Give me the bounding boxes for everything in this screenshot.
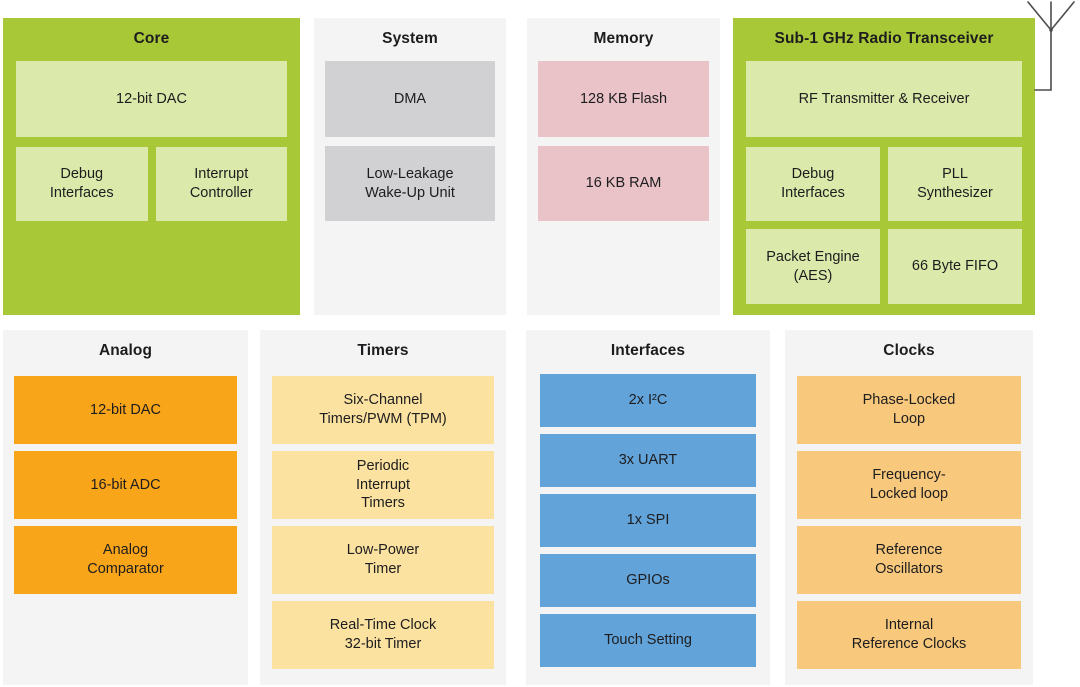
group-radio-transceiver: Sub-1 GHz Radio Transceiver RF Transmitt… [733, 18, 1035, 315]
group-analog-title: Analog [98, 342, 153, 359]
group-analog: Analog 12-bit DAC 16-bit ADC Analog Comp… [3, 330, 248, 685]
radio-sub-grid: Debug Interfaces PLL Synthesizer Packet … [746, 147, 1022, 304]
interfaces-stack: 2x I²C 3x UART 1x SPI GPIOs Touch Settin… [540, 374, 756, 667]
block-core-12bit-dac: 12-bit DAC [16, 61, 287, 137]
group-core: Core 12-bit DAC Debug Interfaces Interru… [3, 18, 300, 315]
block-internal-reference-clocks: Internal Reference Clocks [797, 601, 1021, 669]
group-core-title: Core [133, 30, 170, 47]
group-system: System DMA Low-Leakage Wake-Up Unit [314, 18, 506, 315]
clocks-stack: Phase-Locked Loop Frequency- Locked loop… [797, 376, 1021, 669]
block-flash: 128 KB Flash [538, 61, 709, 137]
block-packet-engine-aes: Packet Engine (AES) [746, 229, 880, 304]
group-clocks-title: Clocks [883, 342, 935, 359]
group-system-title: System [382, 30, 438, 47]
block-dma: DMA [325, 61, 495, 137]
block-touch-setting: Touch Setting [540, 614, 756, 667]
group-interfaces-title: Interfaces [610, 342, 686, 359]
group-memory-title: Memory [593, 30, 654, 47]
analog-stack: 12-bit DAC 16-bit ADC Analog Comparator [14, 376, 237, 594]
antenna-icon [1027, 1, 1075, 91]
block-low-power-timer: Low-Power Timer [272, 526, 494, 594]
group-memory: Memory 128 KB Flash 16 KB RAM [527, 18, 720, 315]
block-pll-synthesizer: PLL Synthesizer [888, 147, 1022, 221]
block-low-leakage-wakeup-unit: Low-Leakage Wake-Up Unit [325, 146, 495, 221]
block-core-interrupt-controller: Interrupt Controller [155, 147, 287, 221]
block-reference-oscillators: Reference Oscillators [797, 526, 1021, 594]
block-radio-debug-interfaces: Debug Interfaces [746, 147, 880, 221]
block-analog-comparator: Analog Comparator [14, 526, 237, 594]
block-real-time-clock-32bit-timer: Real-Time Clock 32-bit Timer [272, 601, 494, 669]
group-clocks: Clocks Phase-Locked Loop Frequency- Lock… [785, 330, 1033, 685]
group-radio-title: Sub-1 GHz Radio Transceiver [774, 30, 994, 47]
block-66-byte-fifo: 66 Byte FIFO [888, 229, 1022, 304]
group-timers-title: Timers [357, 342, 409, 359]
block-gpios: GPIOs [540, 554, 756, 607]
block-16bit-adc: 16-bit ADC [14, 451, 237, 519]
block-uart: 3x UART [540, 434, 756, 487]
group-interfaces: Interfaces 2x I²C 3x UART 1x SPI GPIOs T… [526, 330, 770, 685]
block-six-channel-timers-pwm: Six-Channel Timers/PWM (TPM) [272, 376, 494, 444]
block-i2c: 2x I²C [540, 374, 756, 427]
group-timers: Timers Six-Channel Timers/PWM (TPM) Peri… [260, 330, 506, 685]
block-frequency-locked-loop: Frequency- Locked loop [797, 451, 1021, 519]
block-periodic-interrupt-timers: Periodic Interrupt Timers [272, 451, 494, 519]
block-core-debug-interfaces: Debug Interfaces [16, 147, 148, 221]
block-analog-12bit-dac: 12-bit DAC [14, 376, 237, 444]
core-sub-row: Debug Interfaces Interrupt Controller [16, 147, 287, 221]
block-ram: 16 KB RAM [538, 146, 709, 221]
timers-stack: Six-Channel Timers/PWM (TPM) Periodic In… [272, 376, 494, 669]
block-phase-locked-loop: Phase-Locked Loop [797, 376, 1021, 444]
block-rf-transmitter-receiver: RF Transmitter & Receiver [746, 61, 1022, 137]
block-spi: 1x SPI [540, 494, 756, 547]
